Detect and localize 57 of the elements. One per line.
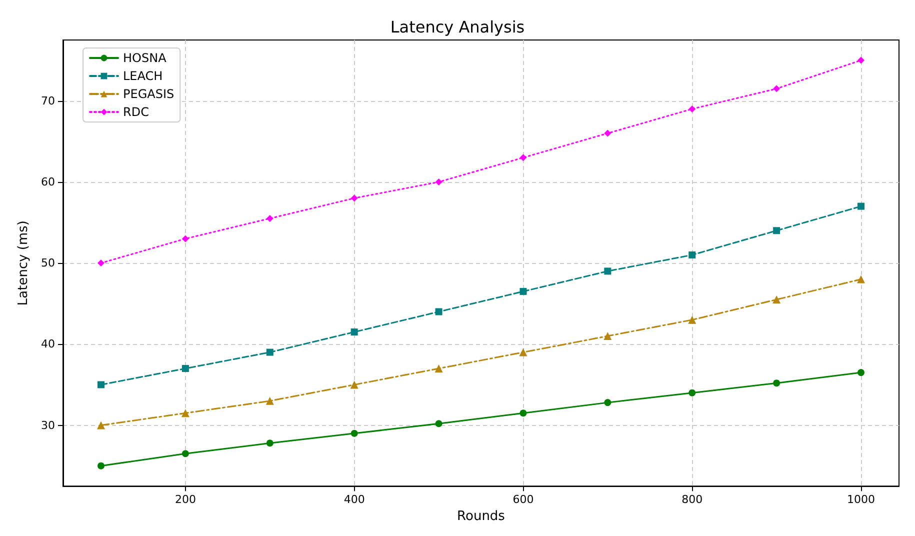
point — [97, 421, 105, 430]
point — [266, 440, 274, 447]
point — [519, 348, 528, 356]
y-tick-label: 60 — [41, 175, 55, 188]
point — [688, 389, 696, 396]
point — [688, 316, 696, 324]
point — [182, 235, 189, 242]
point — [435, 178, 442, 186]
point — [350, 380, 358, 389]
point — [858, 202, 864, 210]
point — [773, 85, 780, 92]
point — [772, 296, 781, 304]
legend-label: LEACH — [123, 69, 163, 83]
point — [435, 308, 442, 316]
y-axis-title: Latency (ms) — [16, 220, 32, 306]
x-tick-label: 400 — [344, 493, 365, 506]
chart-title: Latency Analysis — [390, 18, 525, 36]
point — [604, 332, 612, 340]
x-tick-label: 800 — [682, 493, 703, 506]
point — [98, 462, 104, 470]
legend-label: RDC — [123, 105, 149, 119]
point — [604, 130, 612, 137]
point — [604, 268, 612, 275]
x-tick-label: 1000 — [847, 493, 875, 506]
point — [520, 410, 527, 417]
point — [350, 430, 358, 437]
point — [182, 450, 189, 458]
legend-label: HOSNA — [123, 51, 168, 65]
point — [98, 260, 104, 267]
point — [520, 288, 527, 295]
x-tick-label: 600 — [512, 493, 534, 506]
point — [182, 364, 189, 372]
point — [858, 369, 864, 376]
point — [350, 194, 358, 202]
point — [604, 399, 612, 406]
y-tick-label: 70 — [41, 94, 55, 108]
point — [435, 420, 442, 428]
point — [266, 214, 274, 222]
point — [857, 275, 865, 284]
point — [688, 105, 696, 112]
point — [181, 409, 190, 418]
point — [773, 227, 780, 234]
x-tick-label: 200 — [174, 493, 196, 506]
y-tick-label: 30 — [41, 418, 55, 432]
point — [98, 381, 104, 388]
point — [858, 56, 864, 64]
point — [688, 251, 696, 258]
legend-label: PEGASIS — [123, 87, 174, 101]
y-tick-label: 40 — [41, 338, 55, 351]
point — [520, 154, 527, 162]
point — [773, 380, 780, 387]
y-tick-label: 50 — [41, 256, 55, 270]
point — [434, 364, 443, 372]
x-axis-title: Rounds — [457, 509, 506, 524]
point — [266, 348, 274, 356]
point — [266, 396, 274, 405]
point — [350, 328, 358, 336]
